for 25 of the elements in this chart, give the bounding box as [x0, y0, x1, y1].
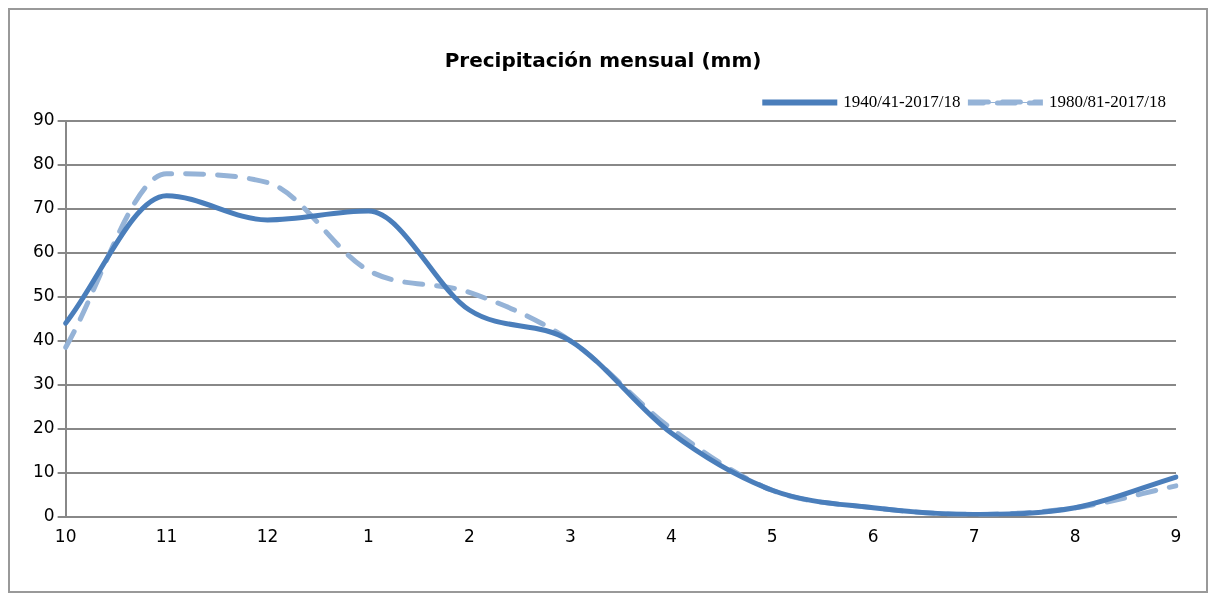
legend-label: 1940/41-2017/18: [843, 91, 961, 111]
x-tick-label: 6: [867, 526, 879, 547]
x-tick-label: 2: [463, 526, 475, 547]
x-tick-label: 7: [968, 526, 980, 547]
x-tick-label: 12: [256, 526, 279, 547]
y-tick-label: 80: [32, 153, 55, 174]
x-tick-label: 9: [1170, 526, 1182, 547]
y-tick-label: 20: [32, 417, 55, 438]
y-tick-label: 0: [43, 505, 55, 526]
y-tick-label: 90: [32, 109, 55, 130]
x-tick-label: 3: [564, 526, 576, 547]
legend-label: 1980/81-2017/18: [1048, 91, 1166, 111]
x-tick-label: 10: [54, 526, 77, 547]
y-tick-label: 10: [32, 461, 55, 482]
y-tick-label: 40: [32, 329, 55, 350]
y-tick-label: 30: [32, 373, 55, 394]
x-tick-label: 4: [665, 526, 677, 547]
x-tick-label: 11: [155, 526, 178, 547]
chart-title: Precipitación mensual (mm): [444, 48, 762, 73]
y-tick-label: 70: [32, 197, 55, 218]
y-tick-label: 60: [32, 241, 55, 262]
x-tick-label: 1: [363, 526, 374, 547]
x-tick-label: 5: [766, 526, 778, 547]
x-tick-label: 8: [1069, 526, 1081, 547]
y-tick-label: 50: [32, 285, 55, 306]
